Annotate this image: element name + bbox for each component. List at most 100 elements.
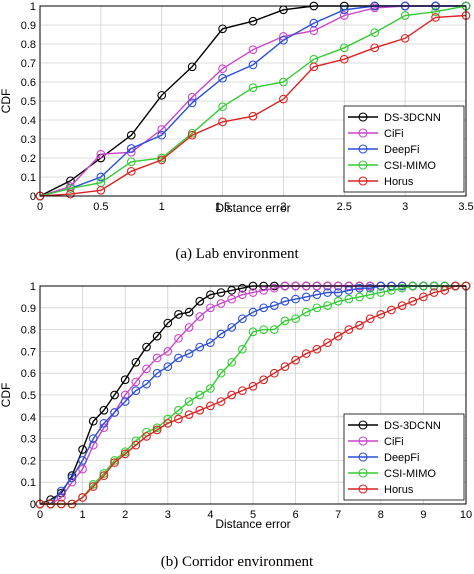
y-tick-label: 0.5 — [21, 390, 36, 402]
legend-marker — [358, 452, 368, 462]
data-point — [142, 342, 151, 352]
data-point — [323, 288, 332, 297]
data-point — [344, 294, 354, 304]
y-tick-label: 0.1 — [21, 172, 36, 184]
data-point — [206, 290, 215, 300]
data-point — [238, 344, 247, 354]
y-tick-label: 0.8 — [21, 39, 36, 51]
legend-marker — [358, 112, 368, 122]
data-point — [301, 307, 311, 317]
data-point — [259, 325, 269, 334]
x-tick-label: 7 — [335, 509, 341, 521]
data-point — [195, 405, 205, 415]
x-tick-label: 0.5 — [93, 201, 108, 213]
data-point — [216, 368, 226, 378]
data-point — [163, 347, 173, 356]
data-point — [120, 449, 130, 459]
data-point — [99, 405, 109, 415]
data-point — [131, 440, 141, 450]
data-point — [99, 471, 109, 481]
data-point — [163, 418, 173, 428]
data-point — [206, 338, 215, 348]
data-point — [216, 288, 226, 297]
y-tick-label: 0.4 — [21, 115, 36, 127]
y-tick-label: 0 — [30, 499, 36, 511]
y-axis-label: CDF — [0, 383, 13, 408]
legend-entry: CSI-MIMO — [384, 468, 436, 480]
data-point — [110, 458, 119, 467]
data-point — [184, 349, 194, 358]
y-tick-label: 0.4 — [21, 412, 36, 424]
legend-marker — [358, 468, 368, 478]
legend-marker — [358, 128, 368, 138]
legend-entry: CiFi — [384, 128, 404, 140]
legend-entry: Horus — [384, 176, 414, 188]
data-point — [248, 83, 258, 93]
data-point — [333, 331, 343, 341]
data-point — [187, 130, 197, 140]
data-point — [238, 290, 247, 300]
data-point — [174, 309, 183, 319]
data-point — [120, 375, 130, 385]
data-point — [291, 355, 300, 365]
x-tick-label: 8 — [378, 509, 384, 521]
data-point — [387, 305, 396, 315]
data-point — [344, 286, 354, 295]
x-tick-label: 10 — [460, 509, 472, 521]
data-point — [408, 296, 418, 306]
data-point — [218, 117, 227, 127]
legend-marker — [358, 144, 368, 154]
y-tick-label: 0.3 — [21, 134, 36, 146]
data-point — [157, 130, 167, 140]
data-point — [218, 102, 227, 112]
data-point — [365, 283, 375, 293]
x-tick-label: 2 — [280, 201, 286, 213]
data-point — [248, 288, 258, 297]
data-point — [152, 425, 162, 435]
data-point — [344, 325, 354, 334]
x-tick-label: 3.5 — [458, 201, 473, 213]
data-point — [195, 390, 205, 400]
x-tick-label: 3 — [402, 201, 408, 213]
data-point — [184, 307, 194, 317]
data-point — [152, 368, 162, 378]
data-point — [397, 301, 407, 310]
data-point — [187, 98, 197, 108]
data-point — [187, 62, 197, 72]
data-point — [323, 338, 332, 348]
data-point — [88, 434, 98, 443]
data-point — [66, 184, 75, 193]
data-point — [280, 296, 290, 306]
data-point — [259, 375, 269, 385]
data-point — [206, 401, 215, 411]
data-point — [370, 43, 380, 53]
data-point — [110, 456, 119, 465]
data-point — [152, 353, 162, 363]
y-axis-label: CDF — [0, 89, 13, 114]
data-point — [365, 290, 375, 300]
data-point — [269, 368, 279, 378]
data-point — [227, 390, 237, 400]
data-point — [248, 327, 258, 337]
data-point — [195, 342, 205, 352]
x-tick-label: 0 — [37, 509, 43, 521]
data-point — [120, 390, 130, 400]
data-point — [248, 307, 258, 317]
data-point — [78, 445, 87, 454]
data-point — [218, 64, 227, 74]
data-point — [227, 294, 237, 304]
data-point — [157, 90, 167, 100]
data-point — [309, 18, 319, 28]
data-point — [157, 125, 167, 134]
data-point — [259, 286, 269, 295]
y-tick-label: 0.2 — [21, 153, 36, 165]
data-point — [312, 303, 322, 313]
legend-marker — [358, 160, 368, 170]
legend-marker — [358, 436, 368, 446]
data-point — [131, 357, 141, 367]
data-point — [184, 397, 194, 406]
data-point — [301, 349, 311, 358]
x-tick-label: 1 — [80, 509, 86, 521]
data-point — [96, 172, 106, 182]
